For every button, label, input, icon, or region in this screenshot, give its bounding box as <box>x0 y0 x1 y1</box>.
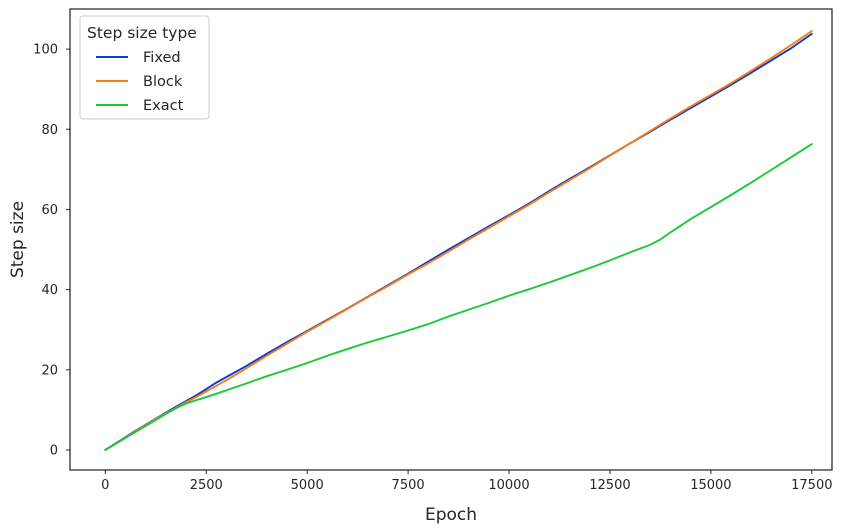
x-tick-label: 7500 <box>392 478 425 493</box>
x-tick-label: 0 <box>101 478 109 493</box>
legend-label-exact: Exact <box>143 98 184 114</box>
legend-box <box>79 15 210 120</box>
legend-items: Fixed Block Exact <box>96 50 184 114</box>
legend-title: Step size type <box>87 24 197 42</box>
x-tick-label: 10000 <box>488 478 529 493</box>
y-tick-label: 60 <box>41 203 58 218</box>
series-lines <box>104 30 813 451</box>
x-tick-label: 5000 <box>291 478 324 493</box>
legend-label-block: Block <box>143 74 183 90</box>
y-tick-label: 20 <box>41 363 58 378</box>
legend-label-fixed: Fixed <box>143 50 181 66</box>
y-tick-label: 40 <box>41 283 58 298</box>
x-axis-ticks: 0 2500 5000 7500 10000 12500 15000 17500 <box>101 470 832 493</box>
x-tick-label: 15000 <box>690 478 731 493</box>
y-tick-label: 0 <box>50 443 58 458</box>
x-tick-label: 12500 <box>589 478 630 493</box>
axes-frame <box>69 8 833 471</box>
y-axis-label: Step size <box>8 201 28 278</box>
legend: Step size type Fixed Block Exact <box>79 15 210 120</box>
x-tick-label: 17500 <box>791 478 832 493</box>
plot-area <box>69 8 833 471</box>
x-tick-label: 2500 <box>190 478 223 493</box>
y-tick-label: 80 <box>41 123 58 138</box>
x-axis-label: Epoch <box>425 505 477 525</box>
series-line-exact <box>104 143 813 451</box>
y-axis-ticks: 0 20 40 60 80 100 <box>33 43 70 458</box>
y-tick-label: 100 <box>33 43 58 58</box>
